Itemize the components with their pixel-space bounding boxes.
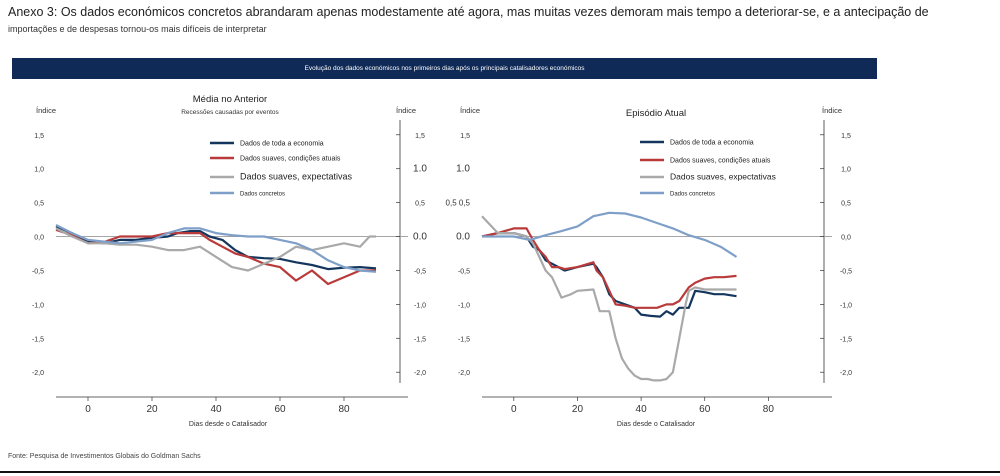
figure-title: Anexo 3: Os dados económicos concretos a… — [8, 4, 998, 38]
chart-banner: Evolução dos dados económicos nos primei… — [12, 58, 877, 79]
chart2-series-toda — [481, 232, 737, 318]
chart1-title: Média no Anterior — [193, 94, 267, 105]
chart2-ylabel-left: Índice — [460, 106, 480, 115]
chart1-x-tick-label: 60 — [274, 404, 286, 415]
chart1-legend-label-concretos: Dados concretos — [240, 192, 285, 198]
chart2-ylabel-right: Índice — [822, 106, 842, 115]
title-subline: importações e de despesas tornou-os mais… — [8, 24, 267, 34]
chart1-legend-label-suaves_atuais: Dados suaves, condições atuais — [240, 156, 341, 163]
chart1-series-suaves_expect — [55, 227, 376, 272]
chart1-series-concretos — [55, 224, 377, 273]
chart2-y-tick-right: 0,5 — [841, 201, 851, 208]
chart2-x-tick-label: 80 — [763, 404, 775, 415]
chart2-legend-label-suaves_atuais: Dados suaves, condições atuais — [670, 158, 771, 165]
chart1-y-tick-left: -2,0 — [32, 370, 44, 377]
chart2-y-tick-right: 1,5 — [841, 133, 851, 140]
chart1-y-tick-right: 1,5 — [415, 133, 425, 140]
chart2-y-tick-left: 0,5 0,5 — [446, 199, 471, 208]
chart2-legend-label-toda: Dados de toda a economia — [670, 140, 754, 147]
chart1-y-tick-left: 0,0 — [34, 235, 44, 242]
chart2-y-tick-right: -2,0 — [840, 370, 852, 377]
chart2-y-tick-right: 1,0 — [841, 167, 851, 174]
chart2-legend-label-suaves_expect: Dados suaves, expectativas — [670, 172, 776, 182]
chart2-y-tick-right: 0,0 — [841, 235, 851, 242]
chart2-y-tick-right: -1,5 — [840, 336, 852, 343]
chart1-y-tick-right: -0,5 — [414, 268, 426, 275]
chart2-series-concretos — [482, 211, 738, 258]
chart2-y-tick-left: -1,0 — [458, 302, 470, 309]
chart2-xlabel: Dias desde o Catalisador — [617, 421, 696, 428]
chart1-xlabel: Dias desde o Catalisador — [189, 421, 268, 428]
chart2-x-tick-label: 40 — [636, 404, 648, 415]
chart1-x-tick-label: 0 — [85, 404, 91, 415]
chart1-y-tick-left: -1,0 — [32, 302, 44, 309]
chart1-y-tick-left: 0,5 — [34, 201, 44, 208]
chart2-y-tick-right: -1,0 — [840, 302, 852, 309]
chart1-x-tick-label: 40 — [210, 404, 222, 415]
bottom-divider — [0, 471, 1000, 473]
chart2-x-tick-label: 20 — [572, 404, 584, 415]
chart1-y-tick-left: -1,5 — [32, 336, 44, 343]
chart1-y-tick-right: -1,5 — [414, 336, 426, 343]
chart1-ylabel-left: Índice — [36, 106, 56, 115]
chart2-y-tick-left: -1,5 — [458, 336, 470, 343]
chart1-y-tick-right: 1.0 — [413, 164, 427, 175]
chart1-x-tick-label: 80 — [338, 404, 350, 415]
chart1-legend-label-toda: Dados de toda a economia — [240, 141, 324, 148]
chart2-y-tick-left: 0.0 — [456, 232, 470, 243]
chart2-title: Episódio Atual — [626, 108, 686, 119]
chart1-y-tick-right: -1,0 — [414, 302, 426, 309]
chart2-series-suaves_atuais — [481, 227, 737, 309]
chart1-y-tick-right: 0,5 — [415, 201, 425, 208]
chart1-series-toda — [55, 225, 377, 271]
chart2-legend-label-concretos: Dados concretos — [670, 192, 715, 198]
source-note: Fonte: Pesquisa de Investimentos Globais… — [8, 453, 201, 460]
chart1-y-tick-left: 1,0 — [34, 167, 44, 174]
chart2-y-tick-left: 1.0 — [456, 164, 470, 175]
chart2-x-tick-label: 60 — [699, 404, 711, 415]
title-line: Anexo 3: Os dados económicos concretos a… — [8, 5, 929, 19]
chart1-ylabel-right: Índice — [396, 106, 416, 115]
chart1-series-suaves_atuais — [55, 228, 376, 286]
chart2-y-tick-left: -0,5 — [458, 268, 470, 275]
chart1-subtitle: Recessões causadas por eventos — [181, 109, 279, 116]
chart2-y-tick-left: 1,5 — [460, 133, 470, 140]
chart1-y-tick-left: 1,5 — [34, 133, 44, 140]
chart2-y-tick-right: -0,5 — [840, 268, 852, 275]
chart2-y-tick-left: -2,0 — [458, 370, 470, 377]
chart2-x-tick-label: 0 — [511, 404, 517, 415]
chart1-x-tick-label: 20 — [146, 404, 158, 415]
chart1-legend-label-suaves_expect: Dados suaves, expectativas — [240, 172, 353, 182]
chart1-y-tick-right: -2,0 — [414, 370, 426, 377]
chart2-series-suaves_expect — [481, 215, 737, 382]
chart1-y-tick-left: -0,5 — [32, 268, 44, 275]
chart1-y-tick-right: 0.0 — [413, 232, 427, 243]
